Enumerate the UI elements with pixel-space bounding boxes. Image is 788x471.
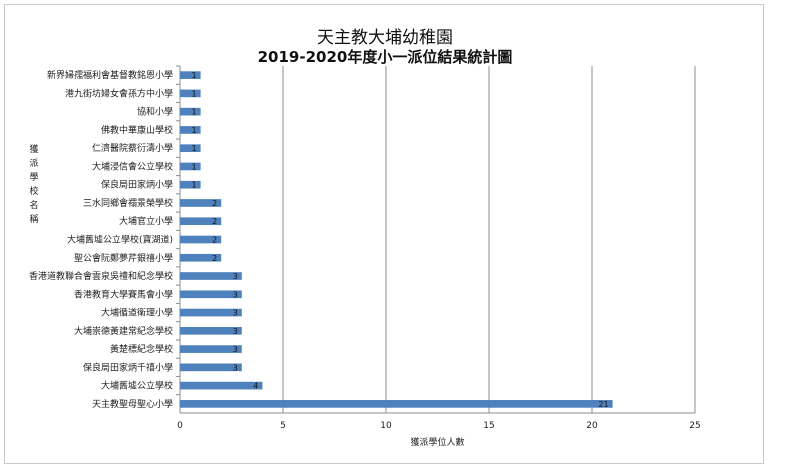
category-label: 協和小學 (137, 106, 173, 118)
category-label: 大埔舊墟公立學校 (101, 380, 173, 392)
category-label: 大埔浸信會公立學校 (92, 160, 173, 172)
category-label: 黃楚標紀念學校 (110, 343, 173, 355)
data-label: 2 (212, 217, 217, 226)
bar (180, 89, 201, 98)
data-label: 1 (192, 162, 197, 171)
bar (180, 180, 201, 189)
category-label: 大埔舊墟公立學校(寶湖道) (67, 234, 173, 246)
category-label: 保良局田家炳千禧小學 (83, 361, 173, 373)
bars: 1 1 1 1 1 1 1 2 2 2 2 3 3 3 3 3 3 4 21 (180, 71, 613, 409)
category-label: 三水同鄉會禤景榮學校 (83, 197, 173, 209)
category-label: 港九街坊婦女會孫方中小學 (65, 87, 173, 99)
data-label: 3 (233, 327, 238, 336)
data-label: 3 (233, 272, 238, 281)
data-label: 3 (233, 290, 238, 299)
bar (180, 345, 242, 353)
data-label: 2 (212, 236, 217, 245)
x-tick-label: 0 (177, 421, 183, 431)
x-tick-label: 25 (689, 421, 700, 431)
category-labels: 新界婦孺福利會基督教銘恩小學港九街坊婦女會孫方中小學協和小學佛教中華康山學校仁濟… (29, 69, 173, 410)
bar (180, 272, 242, 280)
gridlines (176, 65, 696, 414)
data-label: 4 (253, 382, 258, 391)
bar (180, 253, 222, 262)
category-label: 保良局田家炳小學 (101, 179, 173, 191)
category-label: 仁濟醫院蔡衍濤小學 (92, 142, 173, 154)
category-label: 香港教育大學賽馬會小學 (74, 288, 173, 300)
x-tick-labels: 0 5 10 15 20 25 (177, 421, 701, 431)
x-tick-label: 5 (280, 421, 286, 431)
bar (180, 308, 242, 317)
data-label: 21 (598, 400, 608, 409)
data-label: 3 (233, 363, 238, 372)
category-label: 香港道教聯合會雲泉吳禮和紀念學校 (29, 270, 173, 282)
chart-title: 天主教大埔幼稚園 (317, 28, 453, 48)
bar (180, 326, 242, 335)
category-label: 聖公會阮鄭夢芹銀禧小學 (74, 252, 173, 264)
x-tick-label: 15 (483, 421, 494, 431)
bar (180, 217, 222, 226)
bar (180, 400, 613, 408)
data-label: 3 (233, 345, 238, 354)
x-axis-label: 獲派學位人數 (410, 436, 464, 448)
category-label: 大埔官立小學 (119, 215, 173, 227)
bar (180, 71, 201, 79)
bar (180, 126, 201, 134)
category-label: 大埔循道衛理小學 (101, 307, 173, 319)
category-label: 佛教中華康山學校 (101, 124, 173, 136)
chart-subtitle: 2019-2020年度小一派位結果統計圖 (257, 48, 513, 66)
x-tick-label: 20 (586, 421, 598, 431)
bar (180, 107, 201, 116)
bar (180, 162, 201, 171)
data-label: 2 (212, 199, 217, 208)
chart-frame: 天主教大埔幼稚園 2019-2020年度小一派位結果統計圖 (4, 4, 764, 464)
data-label: 1 (192, 181, 197, 190)
bar (180, 199, 222, 207)
y-axis-label: 獲派學校名稱 (29, 143, 38, 225)
bar (180, 144, 201, 153)
bar (180, 235, 222, 244)
data-label: 1 (192, 126, 197, 135)
data-label: 1 (192, 89, 197, 98)
data-label: 3 (233, 309, 238, 318)
data-label: 2 (212, 254, 217, 263)
bar (180, 290, 242, 299)
category-label: 天主教聖母聖心小學 (92, 398, 173, 410)
category-label: 新界婦孺福利會基督教銘恩小學 (47, 69, 173, 81)
bar (180, 363, 242, 372)
category-label: 大埔崇德黃建常紀念學校 (74, 325, 173, 337)
x-tick-label: 10 (380, 421, 392, 431)
bar (180, 381, 263, 390)
data-label: 1 (192, 108, 197, 117)
data-label: 1 (192, 71, 197, 80)
data-label: 1 (192, 144, 197, 153)
